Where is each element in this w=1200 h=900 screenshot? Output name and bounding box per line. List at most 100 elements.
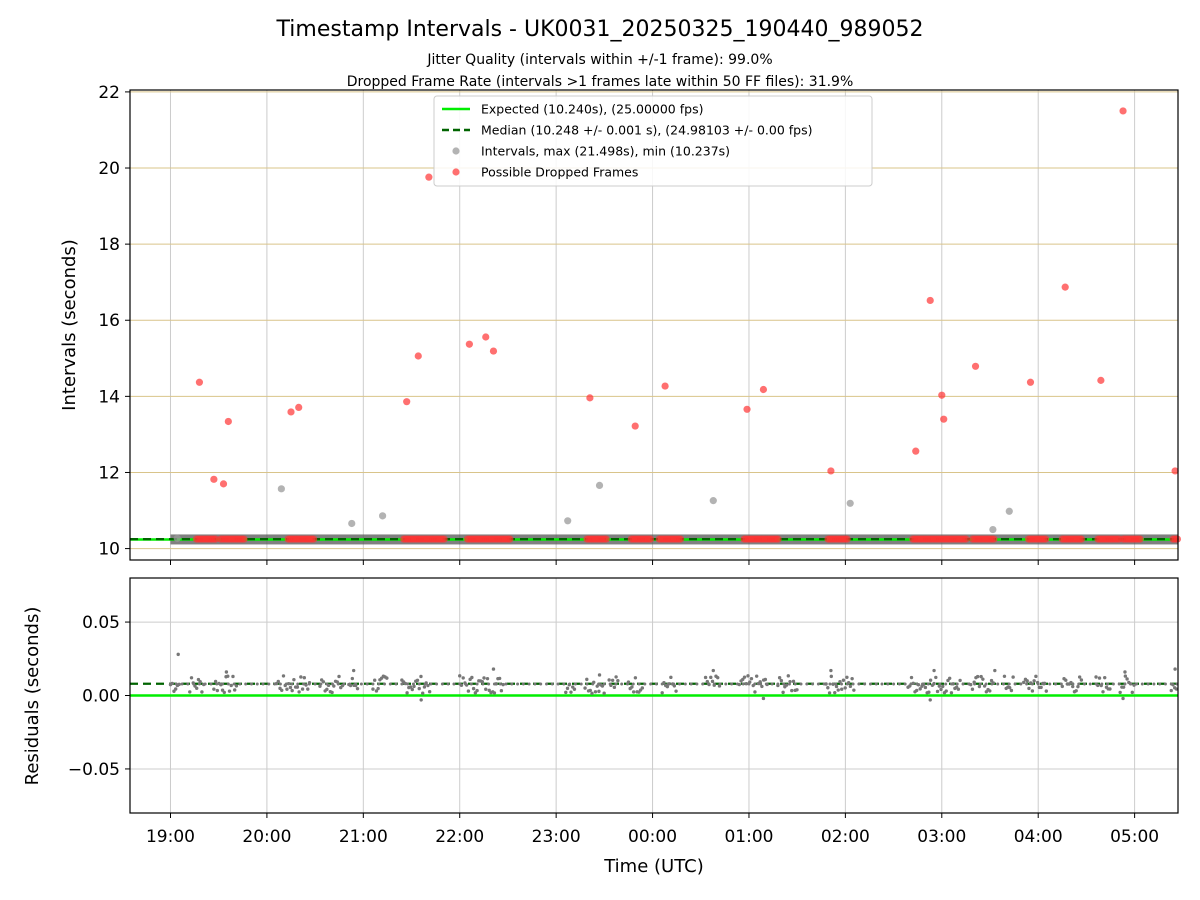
residual-point: [970, 687, 975, 691]
residual-point: [306, 687, 310, 691]
residual-point: [302, 676, 307, 680]
residual-point: [568, 682, 572, 686]
residual-point: [501, 682, 505, 687]
residual-point: [221, 682, 225, 686]
dropped-frame-point: [990, 535, 998, 543]
residual-point: [909, 682, 913, 686]
residual-point: [1025, 682, 1029, 686]
intervals-y-tick-label: 20: [98, 159, 120, 179]
dropped-frame-point: [661, 382, 669, 390]
residual-point: [421, 691, 425, 695]
dropped-frame-point: [774, 535, 782, 543]
residual-point: [1094, 682, 1098, 686]
intervals-y-tick-label: 10: [98, 540, 120, 560]
residual-point: [233, 688, 237, 692]
residual-point: [631, 690, 636, 694]
residual-point: [791, 679, 796, 684]
residual-point: [411, 682, 415, 686]
residual-point: [597, 673, 602, 677]
residual-point: [1094, 675, 1098, 679]
residual-point: [1025, 679, 1029, 683]
residual-point: [770, 682, 774, 686]
dropped-frame-point: [212, 535, 220, 543]
legend-dropped-marker: [452, 168, 460, 176]
residual-point: [967, 682, 971, 686]
residual-point: [296, 682, 300, 686]
residual-point: [521, 682, 525, 686]
residual-point: [226, 682, 230, 686]
residual-point: [949, 691, 954, 695]
x-tick-label: 05:00: [1110, 827, 1159, 847]
residual-point: [1125, 677, 1129, 681]
residual-point: [319, 682, 323, 686]
residual-point: [829, 668, 833, 673]
residual-point: [400, 682, 404, 686]
residual-point: [932, 668, 936, 673]
residual-point: [1001, 682, 1005, 686]
dropped-frame-point: [240, 535, 248, 543]
residual-point: [168, 682, 172, 686]
residual-point: [299, 675, 303, 679]
residual-point: [784, 683, 789, 687]
residual-point: [464, 682, 468, 686]
residual-point: [176, 652, 180, 657]
residual-point: [1009, 688, 1014, 693]
residual-point: [1077, 675, 1082, 679]
residual-point: [1146, 682, 1150, 686]
residual-point: [637, 682, 641, 686]
residual-point: [487, 688, 491, 693]
residual-point: [376, 686, 380, 691]
residual-point: [1076, 684, 1080, 689]
residual-point: [1054, 682, 1058, 686]
residual-point: [602, 682, 606, 686]
dropped-frame-point: [827, 467, 835, 475]
residual-point: [988, 689, 992, 693]
residual-point: [712, 682, 716, 686]
residual-point: [928, 678, 933, 682]
interval-point: [564, 517, 572, 525]
intervals-y-tick-label: 14: [98, 387, 120, 407]
residual-point: [461, 676, 465, 680]
dropped-frame-point: [759, 385, 768, 394]
residual-point: [330, 682, 334, 686]
residual-point: [336, 682, 340, 686]
residual-point: [292, 677, 296, 682]
dropped-frame-point: [295, 403, 303, 411]
residuals-y-tick-label: 0.00: [82, 687, 120, 707]
residual-point: [351, 668, 356, 673]
residual-point: [816, 682, 820, 686]
residual-point: [660, 682, 664, 686]
interval-point: [348, 519, 356, 528]
residual-point: [192, 682, 196, 686]
residual-point: [753, 682, 757, 686]
dropped-frame-point: [414, 352, 422, 360]
dropped-frame-point: [631, 422, 639, 430]
residual-point: [1002, 674, 1007, 678]
dropped-frame-point: [962, 535, 970, 543]
residual-point: [497, 676, 502, 681]
dropped-frame-point: [465, 340, 473, 348]
residual-point: [897, 682, 901, 686]
residual-point: [562, 682, 566, 686]
residual-point: [918, 687, 922, 691]
residual-point: [374, 689, 379, 693]
residual-point: [452, 682, 456, 686]
intervals-y-tick-label: 18: [98, 235, 120, 255]
residual-point: [281, 674, 286, 678]
x-tick-label: 03:00: [917, 827, 966, 847]
legend-intervals-marker: [452, 147, 460, 155]
residual-point: [1048, 682, 1052, 686]
dropped-frame-point: [586, 394, 594, 402]
residual-point: [829, 674, 834, 679]
residual-point: [325, 682, 329, 686]
x-tick-label: 22:00: [435, 827, 484, 847]
residual-point: [1079, 678, 1084, 682]
residual-point: [173, 687, 178, 691]
residual-point: [499, 689, 504, 693]
dropped-frame-point: [843, 535, 851, 543]
residual-point: [372, 678, 377, 682]
residual-point: [1059, 682, 1063, 686]
residual-point: [597, 689, 601, 694]
residual-point: [466, 689, 471, 693]
residual-point: [848, 684, 853, 689]
